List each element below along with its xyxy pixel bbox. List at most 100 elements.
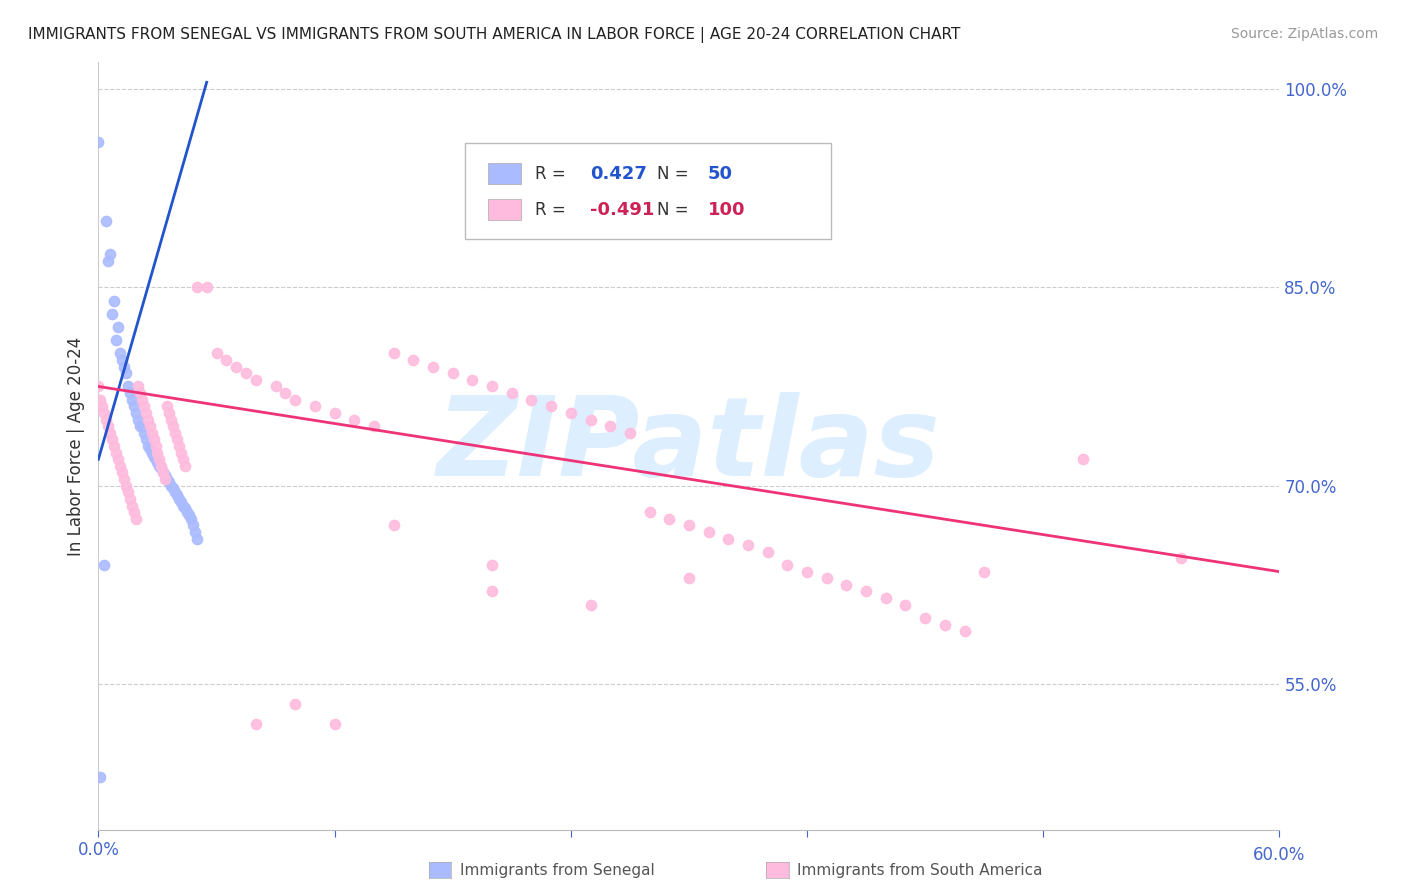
- Point: [107, 320, 129, 334]
- Point: [138, 419, 160, 434]
- Point: [177, 508, 200, 522]
- Point: [162, 419, 184, 434]
- Point: [717, 532, 740, 546]
- Point: [136, 439, 159, 453]
- Point: [87, 135, 110, 149]
- Text: 0.427: 0.427: [589, 165, 647, 183]
- Point: [894, 598, 917, 612]
- Point: [131, 419, 153, 434]
- Text: N =: N =: [657, 201, 695, 219]
- Point: [98, 425, 121, 440]
- Point: [101, 307, 124, 321]
- Point: [121, 392, 143, 407]
- Text: 60.0%: 60.0%: [1253, 847, 1306, 864]
- Point: [167, 439, 190, 453]
- Point: [105, 333, 128, 347]
- Point: [796, 565, 818, 579]
- Point: [108, 458, 131, 473]
- Point: [180, 512, 202, 526]
- Point: [142, 433, 165, 447]
- Text: Immigrants from Senegal: Immigrants from Senegal: [460, 863, 655, 878]
- Point: [382, 346, 405, 360]
- Point: [481, 558, 503, 572]
- Point: [363, 419, 385, 434]
- Point: [118, 491, 141, 506]
- Point: [1071, 452, 1094, 467]
- Point: [934, 617, 956, 632]
- Point: [638, 505, 661, 519]
- Point: [132, 425, 155, 440]
- Point: [172, 499, 194, 513]
- Point: [215, 353, 238, 368]
- Point: [170, 494, 193, 508]
- Point: [815, 571, 838, 585]
- Point: [155, 468, 177, 483]
- Point: [125, 406, 148, 420]
- Point: [166, 488, 188, 502]
- Point: [343, 412, 366, 426]
- Point: [118, 386, 141, 401]
- Point: [148, 452, 170, 467]
- Point: [953, 624, 976, 639]
- Point: [111, 466, 134, 480]
- Point: [284, 697, 307, 711]
- Point: [96, 412, 118, 426]
- Point: [245, 373, 267, 387]
- Text: R =: R =: [536, 165, 571, 183]
- Point: [97, 253, 120, 268]
- Point: [112, 359, 135, 374]
- Point: [93, 406, 115, 420]
- Point: [678, 518, 700, 533]
- Point: [186, 280, 208, 294]
- Point: [560, 406, 582, 420]
- Point: [176, 505, 198, 519]
- Point: [284, 392, 307, 407]
- Point: [156, 400, 179, 414]
- Point: [127, 379, 149, 393]
- Point: [146, 445, 169, 459]
- Point: [245, 716, 267, 731]
- Y-axis label: In Labor Force | Age 20-24: In Labor Force | Age 20-24: [66, 336, 84, 556]
- Point: [875, 591, 897, 606]
- Point: [235, 366, 257, 380]
- Point: [274, 386, 297, 401]
- Point: [141, 425, 163, 440]
- Text: N =: N =: [657, 165, 695, 183]
- Point: [776, 558, 799, 572]
- Point: [186, 532, 208, 546]
- Point: [155, 472, 177, 486]
- Point: [167, 491, 190, 506]
- Text: 100: 100: [707, 201, 745, 219]
- Text: IMMIGRANTS FROM SENEGAL VS IMMIGRANTS FROM SOUTH AMERICA IN LABOR FORCE | AGE 20: IMMIGRANTS FROM SENEGAL VS IMMIGRANTS FR…: [28, 27, 960, 43]
- Point: [264, 379, 287, 393]
- Point: [112, 472, 135, 486]
- Text: Source: ZipAtlas.com: Source: ZipAtlas.com: [1230, 27, 1378, 41]
- Point: [101, 433, 124, 447]
- Point: [89, 770, 111, 784]
- Point: [441, 366, 464, 380]
- Point: [135, 433, 157, 447]
- Point: [141, 445, 163, 459]
- Point: [121, 499, 143, 513]
- Point: [973, 565, 995, 579]
- Point: [737, 538, 759, 552]
- Point: [122, 400, 145, 414]
- Point: [117, 485, 139, 500]
- Point: [105, 445, 128, 459]
- Point: [146, 455, 169, 469]
- Point: [107, 452, 129, 467]
- Point: [481, 584, 503, 599]
- Point: [174, 501, 197, 516]
- FancyBboxPatch shape: [464, 143, 831, 239]
- Point: [157, 475, 180, 489]
- Point: [103, 293, 125, 308]
- Point: [160, 478, 183, 492]
- Point: [855, 584, 877, 599]
- Point: [111, 353, 134, 368]
- Point: [135, 406, 157, 420]
- Point: [160, 412, 183, 426]
- Point: [165, 425, 187, 440]
- Point: [501, 386, 523, 401]
- Point: [157, 406, 180, 420]
- Point: [125, 512, 148, 526]
